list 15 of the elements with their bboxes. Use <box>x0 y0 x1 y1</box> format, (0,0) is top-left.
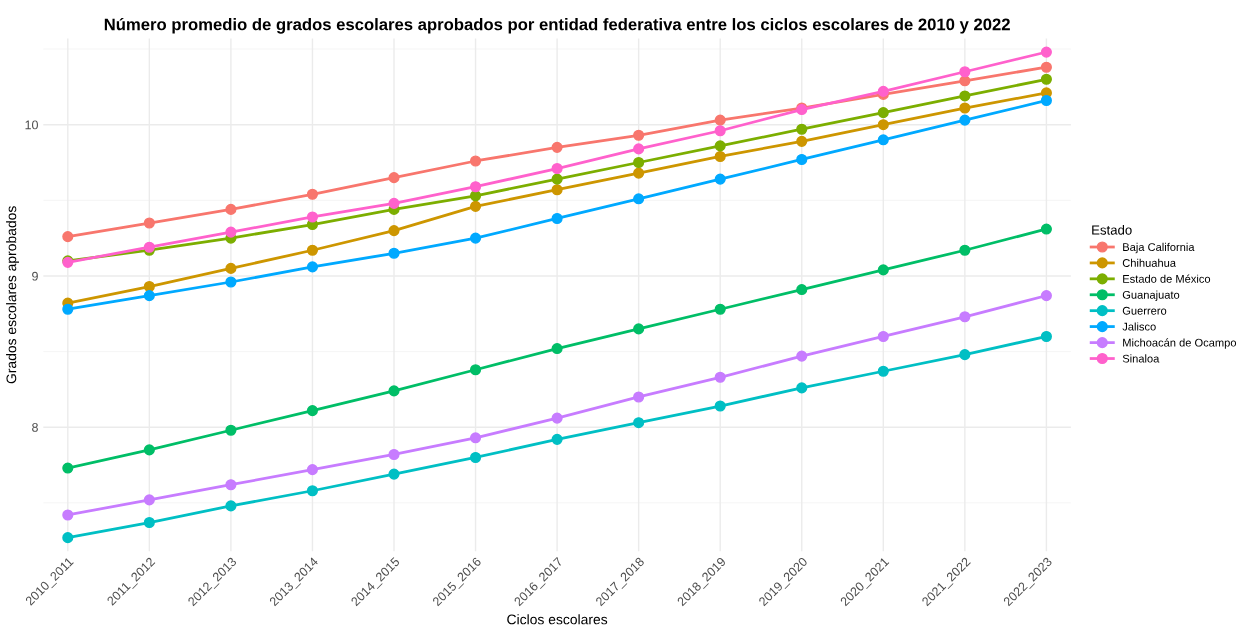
legend-label: Jalisco <box>1122 322 1156 331</box>
y-tick-label: 8 <box>32 423 38 432</box>
legend-label: Estado de México <box>1123 274 1211 283</box>
y-tick-label: 9 <box>32 271 38 281</box>
legend-label: Chihuahua <box>1122 258 1176 267</box>
y-axis-title: Grados escolares aprobados <box>6 206 20 384</box>
legend-label: Sinaloa <box>1122 354 1160 363</box>
legend-label: Guerrero <box>1122 306 1167 315</box>
chart-title: Número promedio de grados escolares aprobados por entidad federativa entre los ciclos escolares de 2010 y 2022 <box>104 17 1010 34</box>
legend-label: Guanajuato <box>1122 290 1180 301</box>
legend-label: Baja California <box>1123 242 1195 254</box>
legend-title: Estado <box>1092 224 1132 235</box>
y-tick-label: 10 <box>25 120 38 130</box>
x-axis-title: Ciclos escolares <box>507 614 608 625</box>
legend-label: Michoacán de Ocampo <box>1123 338 1237 349</box>
